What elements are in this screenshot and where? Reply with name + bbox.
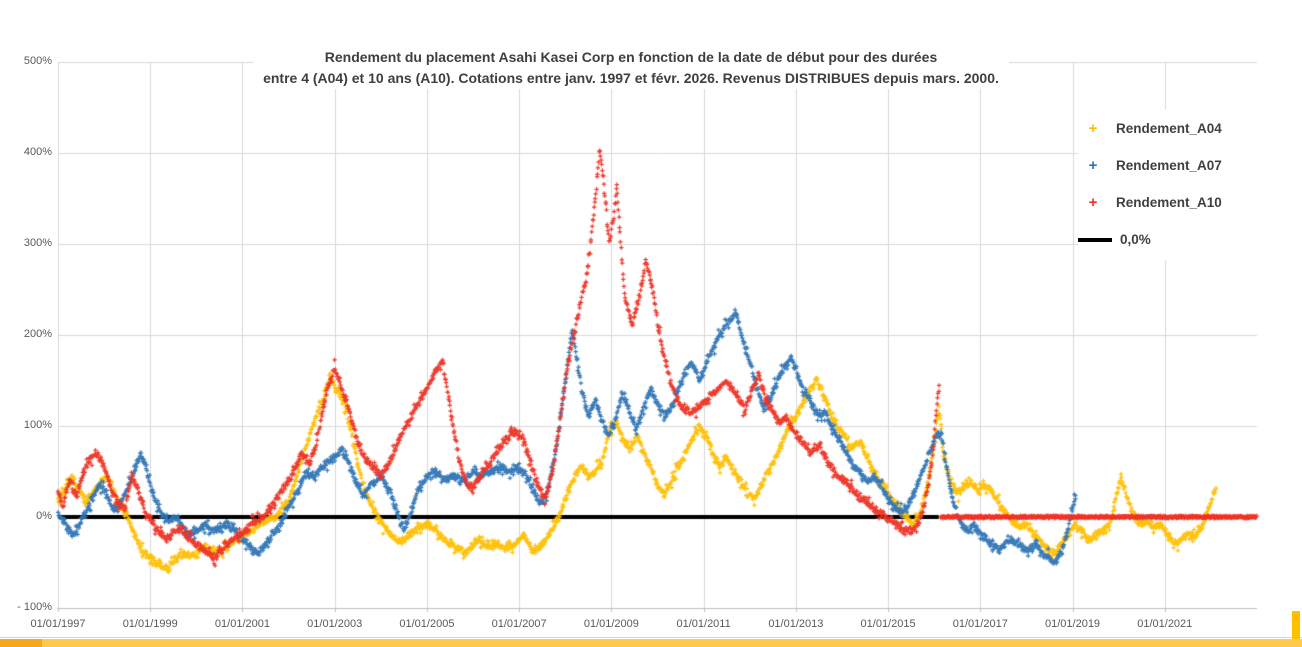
x-axis-label: 01/01/2011 <box>676 618 731 630</box>
legend-item-rendement-a10: + Rendement_A10 <box>1078 184 1270 221</box>
x-axis-label: 01/01/2015 <box>860 618 916 630</box>
gold-accent-bottom <box>0 639 1302 647</box>
footer-hairline <box>0 637 1302 638</box>
legend-label: Rendement_A04 <box>1116 121 1222 136</box>
y-axis-label: - 100% <box>17 601 52 613</box>
x-axis-label: 01/01/2007 <box>491 618 547 630</box>
gold-accent-bottom-left <box>0 639 42 647</box>
x-axis-label: 01/01/2017 <box>952 618 1008 630</box>
legend: + Rendement_A04 + Rendement_A07 + Rendement_A… <box>1078 110 1270 260</box>
y-axis-label: 200% <box>23 328 52 340</box>
legend-line-marker <box>1078 237 1112 242</box>
x-axis-label: 01/01/2021 <box>1137 618 1193 630</box>
legend-plus-marker: + <box>1088 157 1098 174</box>
legend-item-rendement-a04: + Rendement_A04 <box>1078 110 1270 147</box>
x-axis-label: 01/01/1999 <box>122 618 178 630</box>
legend-item-0-0-: 0,0% <box>1078 221 1270 258</box>
x-axis-label: 01/01/2001 <box>214 618 270 630</box>
y-axis-label: 400% <box>23 146 52 158</box>
legend-item-rendement-a07: + Rendement_A07 <box>1078 147 1270 184</box>
x-axis-label: 01/01/2013 <box>768 618 824 630</box>
x-axis-label: 01/01/2005 <box>399 618 455 630</box>
x-axis-label: 01/01/1997 <box>30 618 86 630</box>
gold-accent-bottom-right <box>1292 611 1300 639</box>
x-axis-label: 01/01/2003 <box>307 618 363 630</box>
x-axis-label: 01/01/2019 <box>1045 618 1101 630</box>
y-axis-label: 100% <box>23 419 52 431</box>
y-axis-label: 500% <box>23 55 52 67</box>
legend-label: 0,0% <box>1120 232 1151 247</box>
y-axis-label: 300% <box>23 237 52 249</box>
x-axis-label: 01/01/2009 <box>583 618 639 630</box>
legend-plus-marker: + <box>1088 120 1098 137</box>
y-axis-label: 0% <box>36 510 52 522</box>
legend-plus-marker: + <box>1088 194 1098 211</box>
legend-label: Rendement_A10 <box>1116 195 1222 210</box>
legend-label: Rendement_A07 <box>1116 158 1222 173</box>
